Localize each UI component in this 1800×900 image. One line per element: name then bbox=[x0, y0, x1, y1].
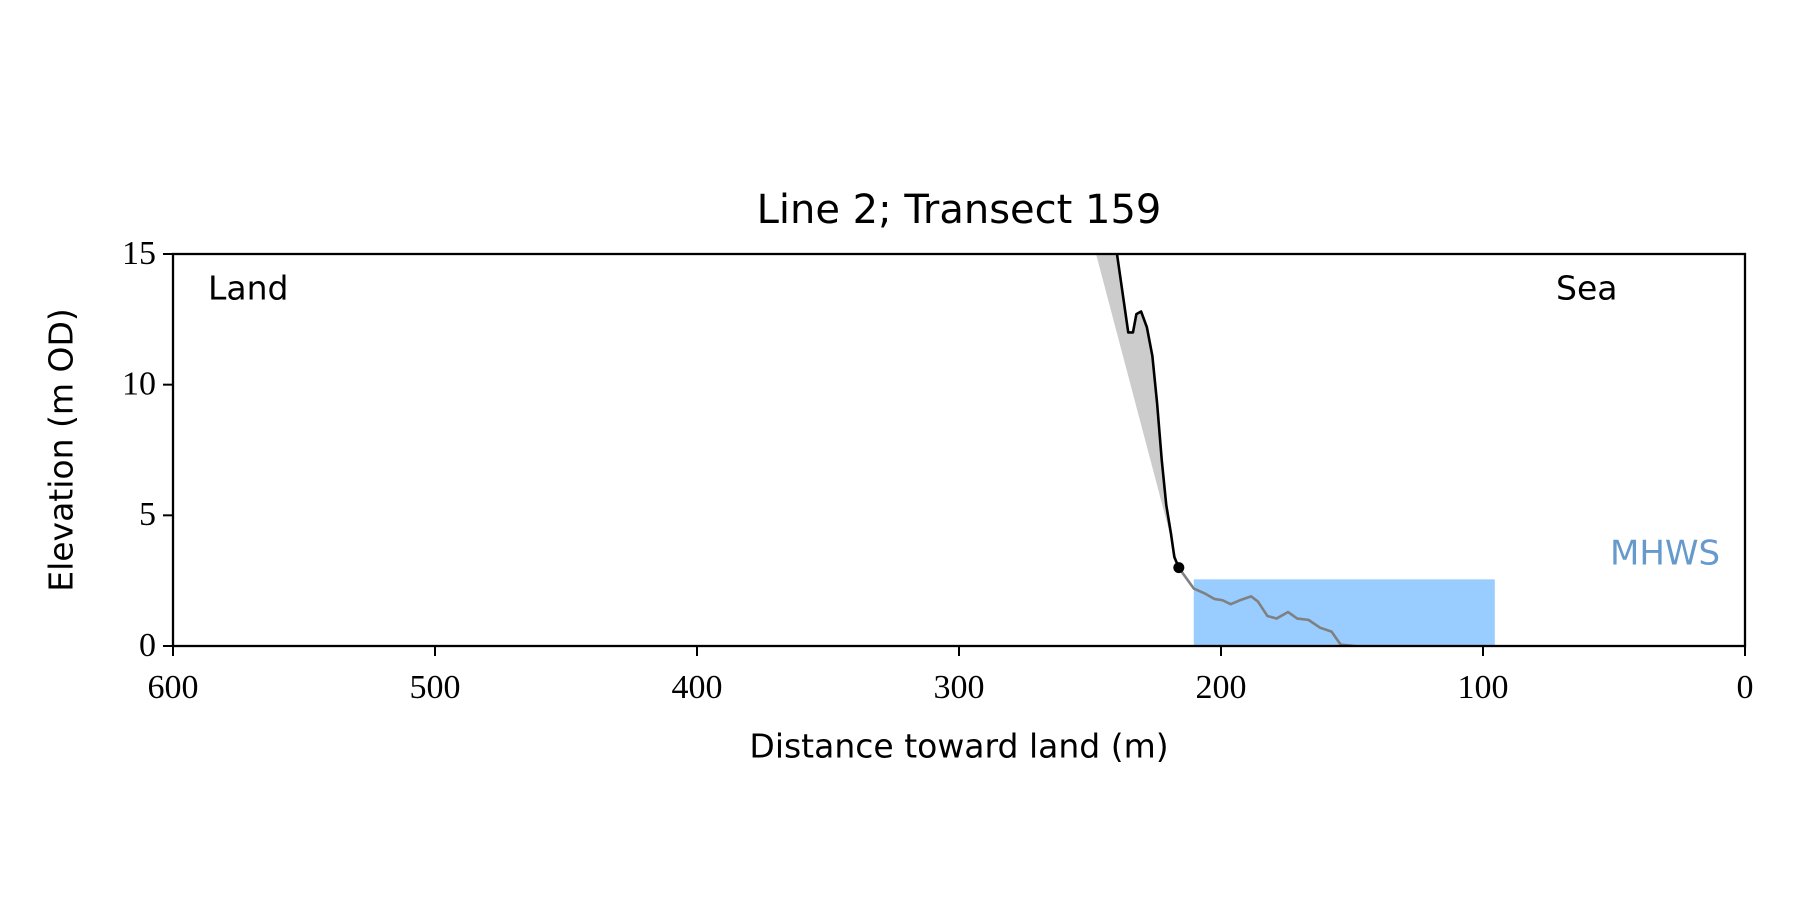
profile-line bbox=[1115, 254, 1181, 569]
y-axis-label: Elevation (m OD) bbox=[42, 308, 81, 592]
x-axis-label: Distance toward land (m) bbox=[749, 727, 1168, 766]
mhws-label: MHWS bbox=[1610, 534, 1720, 574]
x-tick-label: 400 bbox=[672, 669, 723, 706]
mhws-band bbox=[1193, 579, 1495, 646]
x-tick-label: 600 bbox=[148, 669, 199, 706]
axes-frame bbox=[171, 252, 1747, 648]
marker bbox=[1173, 562, 1185, 574]
x-tick-label: 300 bbox=[934, 669, 985, 706]
x-tick-label: 0 bbox=[1737, 669, 1754, 706]
annotation: Sea bbox=[1556, 269, 1617, 308]
y-tick-label: 5 bbox=[139, 496, 156, 533]
y-tick-label: 0 bbox=[139, 627, 156, 664]
profile-line bbox=[1177, 566, 1355, 646]
x-tick-label: 200 bbox=[1196, 669, 1247, 706]
y-tick-label: 10 bbox=[122, 365, 156, 402]
x-tick-label: 100 bbox=[1458, 669, 1509, 706]
x-tick-label: 500 bbox=[410, 669, 461, 706]
shade-area bbox=[1096, 254, 1179, 568]
y-tick-label: 15 bbox=[122, 235, 156, 272]
annotation: Land bbox=[208, 269, 288, 308]
chart-title: Line 2; Transect 159 bbox=[757, 187, 1162, 233]
